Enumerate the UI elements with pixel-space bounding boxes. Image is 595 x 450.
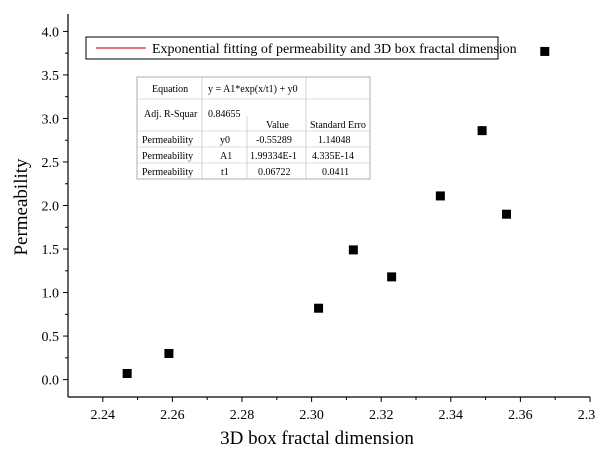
data-point xyxy=(348,245,358,255)
y-tick-label: 3.5 xyxy=(42,69,60,84)
x-tick-label: 2.26 xyxy=(160,408,185,423)
x-axis-title: 3D box fractal dimension xyxy=(220,428,414,449)
x-tick-label: 2.24 xyxy=(91,408,116,423)
x-tick-label: 2.38 xyxy=(578,408,595,423)
data-points xyxy=(122,46,550,378)
data-point xyxy=(122,368,132,378)
fit-row-error: 1.14048 xyxy=(318,135,351,146)
x-ticks: 2.24 2.26 2.28 2.30 2.32 2.34 2.36 2.38 xyxy=(91,397,595,423)
data-point xyxy=(387,272,397,282)
fit-table-border xyxy=(136,76,371,180)
data-point xyxy=(540,46,550,56)
x-tick-label: 2.28 xyxy=(230,408,255,423)
y-tick-label: 4.0 xyxy=(42,25,60,40)
y-tick-label: 0.5 xyxy=(42,330,60,345)
plot-frame xyxy=(67,14,590,398)
y-tick-label: 0.0 xyxy=(42,374,60,389)
y-axis-title: Permeability xyxy=(11,158,32,256)
fit-col-value: Value xyxy=(266,120,289,131)
legend-box xyxy=(85,36,499,60)
fit-equation: y = A1*exp(x/t1) + y0 xyxy=(208,84,298,95)
x-tick-label: 2.36 xyxy=(508,408,533,423)
x-tick-label: 2.34 xyxy=(439,408,464,423)
legend-text: Exponential fitting of permeability and … xyxy=(152,42,517,57)
fit-row-name: Permeability xyxy=(142,151,193,162)
x-tick-label: 2.30 xyxy=(299,408,324,423)
fit-row-error: 4.335E-14 xyxy=(312,151,354,162)
y-tick-label: 3.0 xyxy=(42,112,60,127)
fit-table: Equation y = A1*exp(x/t1) + y0 Adj. R-Sq… xyxy=(136,76,371,180)
legend: Exponential fitting of permeability and … xyxy=(85,36,517,60)
y-tick-label: 1.0 xyxy=(42,287,60,302)
data-point xyxy=(164,348,174,358)
data-point xyxy=(501,209,511,219)
y-tick-label: 2.0 xyxy=(42,200,60,215)
fit-row-param: y0 xyxy=(220,135,230,146)
x-tick-label: 2.32 xyxy=(369,408,394,423)
fit-row-name: Permeability xyxy=(142,167,193,178)
fit-row-value: 1.99334E-1 xyxy=(250,151,297,162)
fit-adj-r-label: Adj. R-Squar xyxy=(144,109,198,120)
fit-row-param: A1 xyxy=(220,151,232,162)
y-ticks: 0.0 0.5 1.0 1.5 2.0 2.5 3.0 3.5 4.0 xyxy=(42,25,68,389)
fit-row-error: 0.0411 xyxy=(322,167,349,178)
fit-col-error: Standard Erro xyxy=(310,120,366,131)
fit-row-param: t1 xyxy=(221,167,229,178)
fit-adj-r-value: 0.84655 xyxy=(208,109,241,120)
fit-row-value: 0.06722 xyxy=(258,167,291,178)
fit-row-name: Permeability xyxy=(142,135,193,146)
y-tick-label: 2.5 xyxy=(42,156,60,171)
fit-equation-label: Equation xyxy=(152,84,188,95)
data-point xyxy=(435,191,445,201)
data-point xyxy=(314,303,324,313)
fit-row-value: -0.55289 xyxy=(256,135,292,146)
y-tick-label: 1.5 xyxy=(42,243,60,258)
data-point xyxy=(477,126,487,136)
